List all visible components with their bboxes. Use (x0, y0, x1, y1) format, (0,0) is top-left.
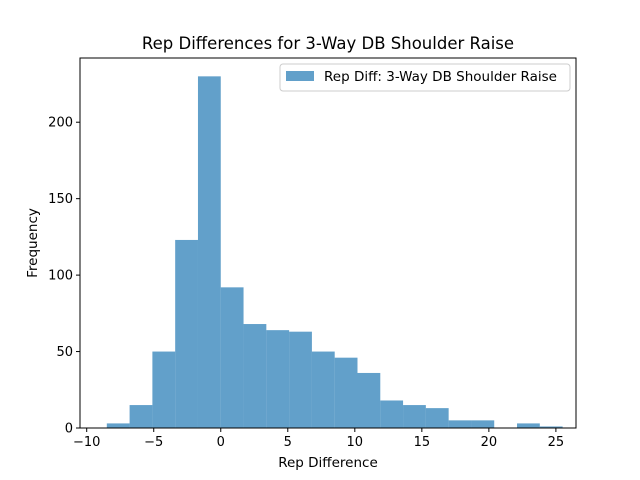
histogram-bar (334, 357, 358, 428)
y-axis-ticks: 0 50 100 150 200 (48, 116, 80, 437)
x-axis-ticks: −10 −5 0 5 10 15 20 25 (73, 428, 564, 450)
x-tick-label: 5 (284, 435, 292, 450)
histogram-bar (197, 76, 221, 428)
y-tick-label: 200 (48, 116, 73, 131)
x-tick-label: 0 (217, 435, 225, 450)
x-tick-label: 25 (548, 435, 565, 450)
histogram-bar (448, 420, 472, 428)
histogram-bar (243, 324, 267, 428)
x-tick-label: 15 (414, 435, 431, 450)
histogram-bar (380, 400, 404, 428)
legend-swatch (286, 71, 314, 81)
histogram-bar (357, 372, 381, 428)
histogram-bar (539, 426, 563, 428)
histogram-bar (129, 405, 153, 428)
legend: Rep Diff: 3-Way DB Shoulder Raise (279, 63, 571, 92)
histogram-bar (106, 423, 130, 428)
plot-frame (79, 57, 577, 429)
y-axis-label: Frequency (25, 208, 41, 278)
histogram-bar (471, 420, 495, 428)
x-tick-label: −5 (144, 435, 163, 450)
x-tick-label: −10 (73, 435, 100, 450)
y-tick-label: 100 (48, 269, 73, 284)
y-tick-label: 150 (48, 192, 73, 207)
histogram-bar (152, 351, 176, 428)
histogram-bar (289, 331, 312, 428)
y-tick-label: 0 (65, 422, 73, 437)
chart-title: Rep Differences for 3-Way DB Shoulder Ra… (142, 34, 514, 53)
histogram-bar (425, 408, 449, 428)
bars-group (106, 76, 563, 428)
x-axis-label: Rep Difference (278, 455, 378, 471)
histogram-bar (403, 405, 426, 428)
histogram-bar (175, 239, 198, 428)
histogram-bar (266, 330, 290, 428)
legend-label: Rep Diff: 3-Way DB Shoulder Raise (324, 69, 557, 85)
x-tick-label: 20 (481, 435, 498, 450)
x-tick-label: 10 (347, 435, 364, 450)
histogram-bar (517, 423, 540, 428)
legend-frame (279, 63, 571, 92)
y-tick-label: 50 (56, 345, 73, 360)
histogram-bar (311, 351, 335, 428)
histogram-bar (220, 287, 244, 428)
